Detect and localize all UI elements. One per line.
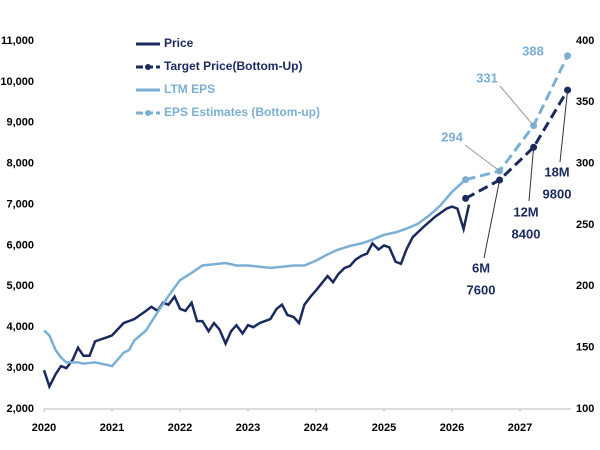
- value-label: 9800: [543, 186, 572, 201]
- value-label: 8400: [512, 226, 541, 241]
- x-tick-label: 2022: [168, 422, 192, 434]
- point: [462, 194, 470, 202]
- value-label: 7600: [467, 282, 496, 297]
- x-tick-label: 2020: [32, 422, 56, 434]
- x-tick-label: 2027: [508, 422, 532, 434]
- point: [564, 52, 572, 60]
- y-tick-label: 6,000: [6, 239, 34, 251]
- y-tick-label: 5,000: [6, 280, 34, 292]
- y2-tick-label: 350: [576, 96, 594, 108]
- value-label: 331: [476, 70, 498, 85]
- leader-line: [499, 85, 534, 126]
- legend-marker: [145, 110, 151, 116]
- legend-marker: [145, 64, 151, 70]
- leader-line: [483, 179, 501, 259]
- leader-line: [464, 144, 500, 172]
- y2-tick-label: 250: [576, 219, 594, 231]
- legend-label: Target Price(Bottom-Up): [164, 59, 302, 73]
- legend-label: Price: [164, 36, 194, 50]
- series-line: [465, 55, 569, 182]
- y-tick-label: 11,000: [1, 35, 34, 47]
- y-tick-label: 4,000: [6, 321, 34, 333]
- y-tick-label: 10,000: [0, 76, 34, 88]
- leader-line: [559, 90, 569, 163]
- y-tick-label: 9,000: [6, 117, 34, 129]
- x-tick-label: 2024: [304, 422, 329, 434]
- leader-line: [528, 147, 535, 202]
- series-line: [43, 178, 467, 368]
- y2-tick-label: 100: [576, 403, 594, 415]
- x-tick-label: 2026: [440, 422, 464, 434]
- value-label: 294: [441, 129, 463, 144]
- y-tick-label: 8,000: [6, 158, 34, 170]
- horizon-label: 6M: [472, 260, 490, 275]
- horizon-label: 12M: [513, 204, 538, 219]
- series-line: [464, 89, 569, 200]
- horizon-label: 18M: [544, 164, 569, 179]
- value-label: 388: [522, 43, 544, 58]
- x-tick-label: 2025: [372, 422, 396, 434]
- y-tick-label: 2,000: [6, 403, 34, 415]
- point: [462, 176, 470, 184]
- legend-label: EPS Estimates (Bottom-up): [164, 105, 320, 119]
- legend-label: LTM EPS: [164, 82, 215, 96]
- y2-tick-label: 150: [576, 342, 594, 354]
- y2-tick-label: 300: [576, 158, 594, 170]
- series-line: [42, 204, 471, 390]
- y-tick-label: 7,000: [6, 198, 34, 210]
- y2-tick-label: 200: [576, 280, 594, 292]
- y2-tick-label: 400: [576, 35, 594, 47]
- y-tick-label: 3,000: [6, 362, 34, 374]
- x-tick-label: 2021: [100, 422, 124, 434]
- x-tick-label: 2023: [236, 422, 260, 434]
